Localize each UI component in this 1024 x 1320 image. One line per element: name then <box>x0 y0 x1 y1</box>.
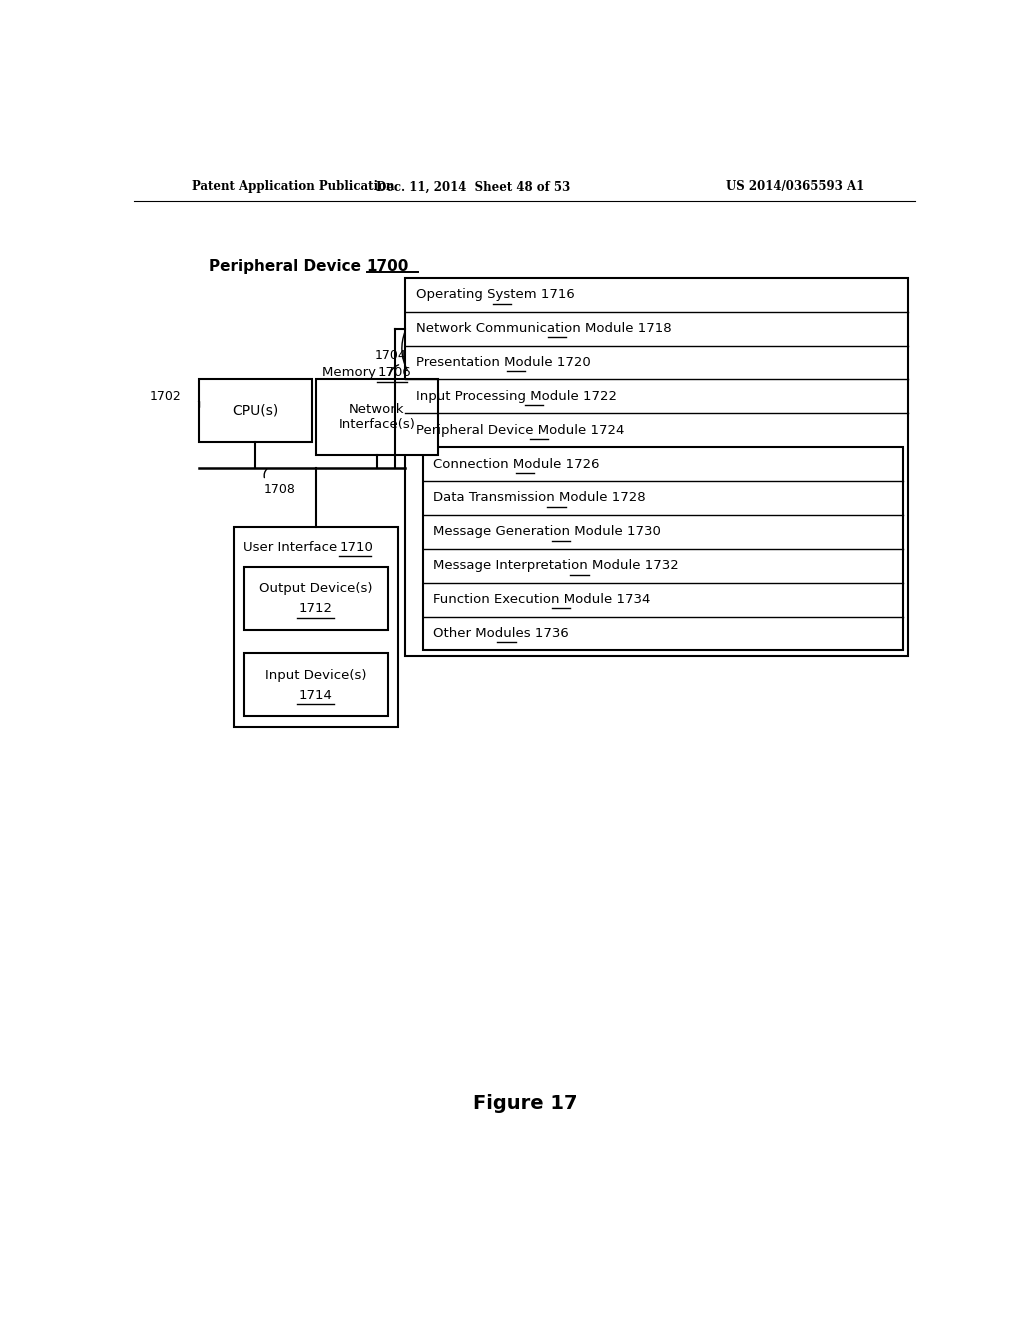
Text: Message Interpretation Module 1732: Message Interpretation Module 1732 <box>433 560 679 573</box>
Bar <box>200 379 311 442</box>
Text: Other Modules 1736: Other Modules 1736 <box>433 627 569 640</box>
Text: Operating System 1716: Operating System 1716 <box>416 288 574 301</box>
Text: Dec. 11, 2014  Sheet 48 of 53: Dec. 11, 2014 Sheet 48 of 53 <box>376 181 570 194</box>
Text: US 2014/0365593 A1: US 2014/0365593 A1 <box>726 181 864 194</box>
Text: Figure 17: Figure 17 <box>472 1094 578 1114</box>
Text: User Interface: User Interface <box>244 541 342 554</box>
Text: Input Device(s): Input Device(s) <box>265 668 367 681</box>
Bar <box>245 653 388 715</box>
Text: Network Communication Module 1718: Network Communication Module 1718 <box>416 322 671 335</box>
Text: Presentation Module 1720: Presentation Module 1720 <box>416 356 590 370</box>
Text: Memory: Memory <box>322 366 380 379</box>
Text: Data Transmission Module 1728: Data Transmission Module 1728 <box>433 491 646 504</box>
Bar <box>406 277 907 656</box>
Text: CPU(s): CPU(s) <box>232 403 279 417</box>
Text: 1700: 1700 <box>367 259 409 273</box>
Text: Output Device(s): Output Device(s) <box>259 582 373 595</box>
Text: Connection Module 1726: Connection Module 1726 <box>433 458 600 471</box>
Text: Function Execution Module 1734: Function Execution Module 1734 <box>433 593 650 606</box>
Text: 1712: 1712 <box>299 602 333 615</box>
Text: 1702: 1702 <box>150 389 181 403</box>
Text: 1704: 1704 <box>375 350 407 363</box>
Bar <box>423 447 903 651</box>
Bar <box>234 527 398 726</box>
Text: 1706: 1706 <box>377 366 411 379</box>
Text: Peripheral Device Module 1724: Peripheral Device Module 1724 <box>416 424 624 437</box>
Text: 1710: 1710 <box>339 541 373 554</box>
Text: Message Generation Module 1730: Message Generation Module 1730 <box>433 525 662 539</box>
Text: Peripheral Device: Peripheral Device <box>209 259 367 273</box>
Text: Patent Application Publication: Patent Application Publication <box>191 181 394 194</box>
Text: 1714: 1714 <box>299 689 333 702</box>
Bar <box>315 379 438 455</box>
Bar <box>245 566 388 630</box>
Text: Network
Interface(s): Network Interface(s) <box>338 403 415 432</box>
Text: 1708: 1708 <box>263 483 296 496</box>
Text: Input Processing Module 1722: Input Processing Module 1722 <box>416 389 616 403</box>
